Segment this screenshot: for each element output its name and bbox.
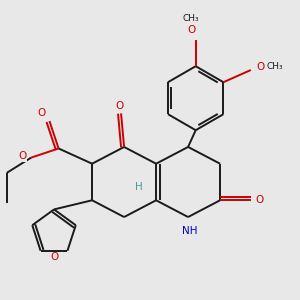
Text: O: O bbox=[256, 195, 264, 205]
Text: O: O bbox=[38, 108, 46, 118]
Text: CH₃: CH₃ bbox=[183, 14, 200, 23]
Text: CH₃: CH₃ bbox=[266, 62, 283, 71]
Text: H: H bbox=[136, 182, 143, 192]
Text: O: O bbox=[116, 101, 124, 111]
Text: O: O bbox=[50, 253, 58, 262]
Text: O: O bbox=[187, 25, 195, 34]
Text: O: O bbox=[18, 151, 26, 161]
Text: NH: NH bbox=[182, 226, 197, 236]
Text: O: O bbox=[256, 62, 265, 72]
